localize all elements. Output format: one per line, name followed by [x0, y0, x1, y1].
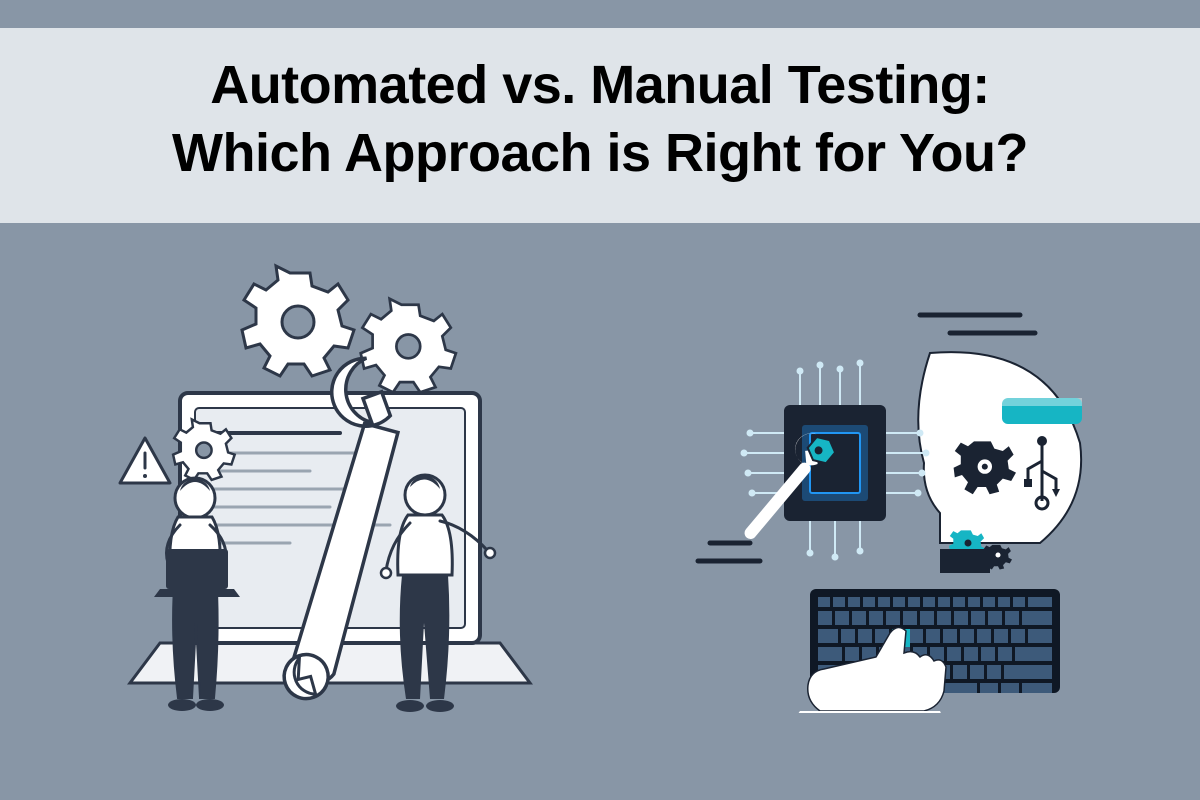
- manual-testing-illustration: [90, 263, 570, 723]
- cpu-chip-icon: [729, 361, 929, 560]
- illustration-area: [0, 223, 1200, 800]
- page-title: Automated vs. Manual Testing: Which Appr…: [40, 52, 1160, 187]
- title-line-2: Which Approach is Right for You?: [172, 123, 1028, 183]
- title-line-1: Automated vs. Manual Testing:: [210, 55, 990, 115]
- automated-testing-illustration: [690, 293, 1110, 713]
- warning-icon: [120, 438, 170, 483]
- title-section: Automated vs. Manual Testing: Which Appr…: [0, 28, 1200, 223]
- gear-large-icon: [242, 266, 354, 376]
- gear-right-icon: [361, 299, 456, 393]
- robot-head-icon: [918, 352, 1082, 573]
- top-accent-bar: [0, 0, 1200, 28]
